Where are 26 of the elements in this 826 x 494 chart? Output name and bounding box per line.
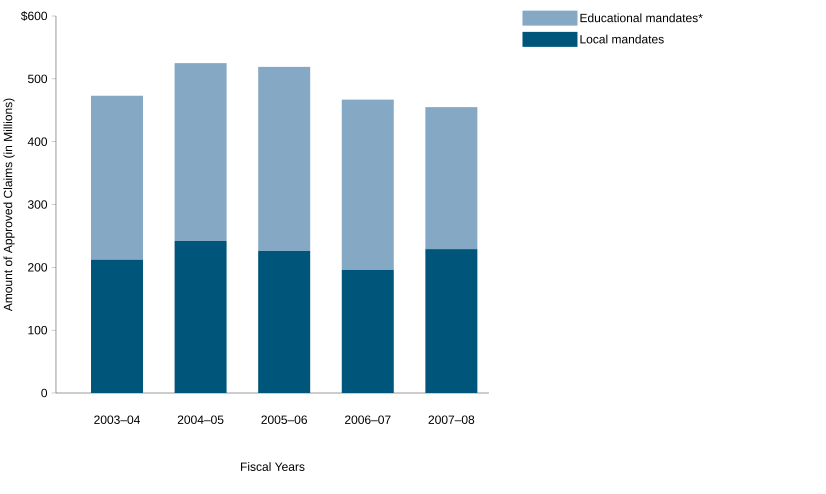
x-tick-label: 2005–06 bbox=[261, 415, 307, 424]
legend-label: Local mandates bbox=[580, 34, 664, 44]
y-tick-label: 100 bbox=[28, 326, 48, 334]
x-tick-label: 2003–04 bbox=[94, 415, 140, 424]
y-tick-label: 300 bbox=[28, 200, 48, 209]
bar bbox=[91, 260, 143, 393]
bar bbox=[342, 100, 394, 270]
x-tick-label: 2006–07 bbox=[345, 415, 391, 424]
x-tick-label: 2004–05 bbox=[178, 415, 224, 424]
y-tick-label: 400 bbox=[28, 137, 48, 146]
legend-label: Educational mandates* bbox=[580, 13, 703, 22]
y-tick-label: 0 bbox=[41, 388, 48, 398]
bar bbox=[258, 250, 310, 393]
x-axis-title: Fiscal Years bbox=[241, 462, 305, 471]
bar bbox=[342, 270, 394, 393]
bar bbox=[425, 249, 478, 393]
y-tick-label: 200 bbox=[28, 263, 48, 272]
y-axis-title: Amount of Approved Claims (in Millions) bbox=[3, 98, 15, 312]
bar bbox=[258, 66, 310, 251]
bar bbox=[91, 96, 143, 260]
bar bbox=[174, 240, 227, 393]
y-tick-label: $600 bbox=[20, 11, 48, 21]
y-tick-label: 500 bbox=[28, 74, 48, 84]
bar bbox=[174, 63, 227, 241]
x-tick-label: 2007–08 bbox=[428, 415, 474, 424]
bar bbox=[425, 107, 478, 250]
